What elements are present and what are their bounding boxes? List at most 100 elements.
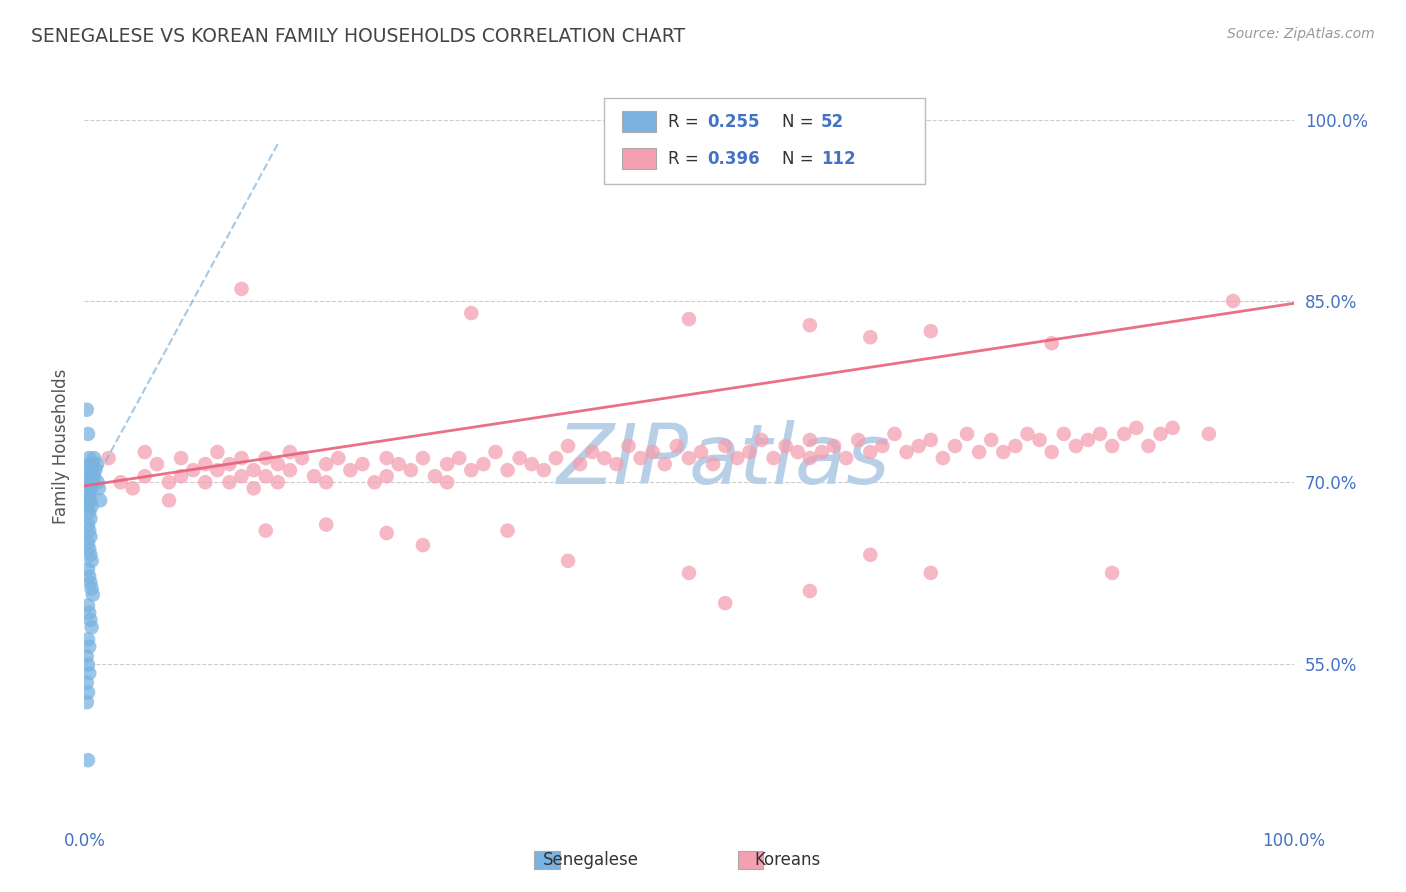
Point bbox=[79, 548, 101, 562]
Point bbox=[315, 457, 337, 471]
Point bbox=[678, 566, 700, 580]
Point bbox=[79, 511, 101, 525]
Point bbox=[267, 457, 290, 471]
Point bbox=[1053, 426, 1076, 441]
Point bbox=[388, 457, 411, 471]
Point bbox=[79, 475, 101, 490]
Point bbox=[77, 463, 100, 477]
Point bbox=[811, 445, 834, 459]
Point bbox=[823, 439, 845, 453]
Point bbox=[702, 457, 724, 471]
Point bbox=[77, 753, 100, 767]
Point bbox=[605, 457, 627, 471]
Point bbox=[835, 451, 858, 466]
Bar bbox=[738, 851, 763, 869]
Point bbox=[375, 469, 398, 483]
Point bbox=[363, 475, 385, 490]
Point bbox=[77, 685, 100, 699]
Point bbox=[110, 475, 132, 490]
Point bbox=[678, 312, 700, 326]
Point bbox=[77, 632, 100, 647]
Point bbox=[617, 439, 640, 453]
Point bbox=[77, 517, 100, 532]
Point bbox=[630, 451, 652, 466]
Point bbox=[449, 451, 471, 466]
Point bbox=[157, 475, 180, 490]
Point bbox=[77, 426, 100, 441]
Point bbox=[725, 451, 748, 466]
Bar bbox=[623, 112, 657, 132]
Point bbox=[569, 457, 592, 471]
Point bbox=[121, 481, 143, 495]
Point bbox=[87, 481, 110, 495]
Point bbox=[157, 493, 180, 508]
Point bbox=[82, 588, 104, 602]
Point bbox=[932, 451, 955, 466]
Point bbox=[786, 445, 808, 459]
Point bbox=[328, 451, 350, 466]
Point bbox=[738, 445, 761, 459]
Point bbox=[80, 463, 103, 477]
Text: atlas: atlas bbox=[689, 420, 890, 501]
Point bbox=[89, 493, 111, 508]
Point bbox=[278, 463, 301, 477]
Point bbox=[472, 457, 495, 471]
Point bbox=[76, 475, 98, 490]
Point bbox=[799, 584, 821, 599]
Point bbox=[654, 457, 676, 471]
Point bbox=[146, 457, 169, 471]
Point bbox=[97, 451, 120, 466]
Point bbox=[77, 487, 100, 501]
Point bbox=[170, 469, 193, 483]
Point bbox=[1198, 426, 1220, 441]
Point bbox=[920, 566, 942, 580]
Point bbox=[751, 433, 773, 447]
Point bbox=[80, 481, 103, 495]
Point bbox=[218, 475, 240, 490]
Point bbox=[267, 475, 290, 490]
Point bbox=[80, 582, 103, 596]
Point bbox=[207, 445, 229, 459]
Point bbox=[678, 451, 700, 466]
Point bbox=[1125, 421, 1147, 435]
Point bbox=[1040, 445, 1063, 459]
Point bbox=[412, 451, 434, 466]
Point bbox=[134, 445, 156, 459]
Point bbox=[993, 445, 1015, 459]
Point bbox=[231, 469, 253, 483]
Point bbox=[352, 457, 374, 471]
Point bbox=[77, 506, 100, 520]
Point bbox=[859, 445, 882, 459]
Point bbox=[484, 445, 506, 459]
Point bbox=[77, 451, 100, 466]
Point bbox=[799, 433, 821, 447]
Bar bbox=[534, 851, 560, 869]
Y-axis label: Family Households: Family Households bbox=[52, 368, 70, 524]
Text: 0.396: 0.396 bbox=[707, 150, 759, 168]
Point bbox=[278, 445, 301, 459]
Point bbox=[80, 500, 103, 514]
Point bbox=[1101, 439, 1123, 453]
Point bbox=[775, 439, 797, 453]
Point bbox=[339, 463, 361, 477]
Point bbox=[544, 451, 567, 466]
Text: R =: R = bbox=[668, 150, 704, 168]
Point bbox=[509, 451, 531, 466]
Point bbox=[967, 445, 990, 459]
Text: 52: 52 bbox=[821, 113, 844, 131]
Point bbox=[79, 457, 101, 471]
Point bbox=[77, 569, 100, 583]
Point bbox=[436, 475, 458, 490]
Text: SENEGALESE VS KOREAN FAMILY HOUSEHOLDS CORRELATION CHART: SENEGALESE VS KOREAN FAMILY HOUSEHOLDS C… bbox=[31, 27, 685, 45]
Point bbox=[79, 575, 101, 590]
Point bbox=[77, 524, 100, 538]
Point bbox=[375, 451, 398, 466]
Point bbox=[872, 439, 894, 453]
Point bbox=[77, 469, 100, 483]
Point bbox=[254, 451, 277, 466]
Point bbox=[1088, 426, 1111, 441]
Point bbox=[302, 469, 325, 483]
Point bbox=[859, 548, 882, 562]
Point bbox=[170, 451, 193, 466]
Point bbox=[77, 606, 100, 620]
